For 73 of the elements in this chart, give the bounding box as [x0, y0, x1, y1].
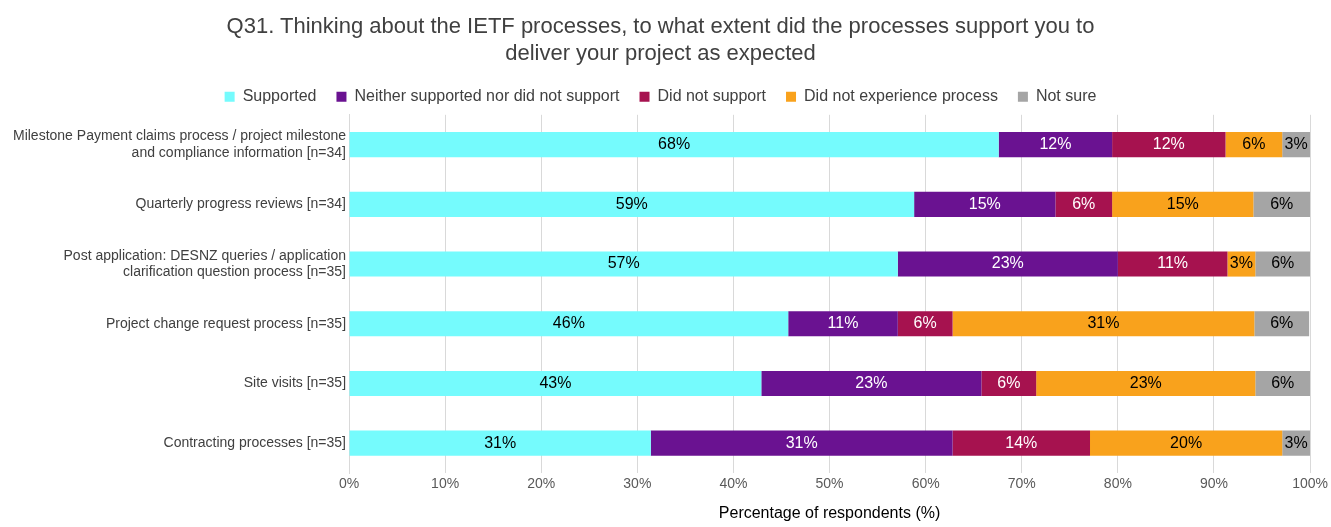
bar: [349, 251, 898, 277]
x-tick-label: 80%: [1103, 475, 1132, 492]
data-label: 46%: [552, 314, 585, 332]
data-label: 31%: [484, 433, 517, 451]
bar: [998, 132, 1113, 158]
data-label: 11%: [1157, 254, 1189, 272]
legend-label: Not sure: [1035, 87, 1097, 105]
bar: [349, 191, 915, 217]
data-label: 43%: [539, 373, 572, 391]
data-label: 31%: [785, 433, 818, 451]
legend-label: Neither supported nor did not support: [354, 87, 621, 105]
bar: [1117, 251, 1228, 277]
data-label: 3%: [1284, 135, 1308, 153]
data-label: 11%: [827, 314, 859, 332]
y-tick-label: Milestone Payment claims process / project milestone and compliance information [n=34]: [12, 127, 347, 160]
data-label: 6%: [997, 373, 1021, 391]
data-label: 23%: [855, 373, 888, 391]
bar: [349, 430, 651, 456]
x-tick-label: 0%: [338, 475, 360, 492]
data-label: 23%: [991, 254, 1024, 272]
x-tick-label: 70%: [1007, 475, 1036, 492]
bar: [349, 370, 762, 396]
data-label: 6%: [1072, 194, 1096, 212]
y-tick-label: Post application: DESNZ queries / application clarification question process [n=35]: [63, 246, 347, 280]
bar: [1112, 191, 1254, 217]
data-label: 6%: [1271, 373, 1295, 391]
bar: [914, 191, 1056, 217]
bar: [897, 251, 1118, 277]
bar: [1036, 370, 1256, 396]
data-label: 31%: [1087, 314, 1120, 332]
bar: [761, 370, 982, 396]
data-label: 15%: [1166, 194, 1199, 212]
bar: [650, 430, 953, 456]
x-tick-label: 50%: [815, 475, 844, 492]
y-tick-label: Site visits [n=35]: [243, 374, 347, 391]
bar: [952, 311, 1255, 337]
data-label: 20%: [1170, 433, 1203, 451]
y-tick-label: Project change request process [n=35]: [105, 314, 347, 331]
data-label: 14%: [1005, 433, 1038, 451]
data-label: 12%: [1039, 135, 1072, 153]
legend-label: Supported: [242, 87, 317, 105]
x-tick-label: 90%: [1199, 475, 1228, 492]
x-tick-label: 20%: [527, 475, 556, 492]
data-label: 6%: [913, 314, 937, 332]
data-label: 59%: [615, 194, 648, 212]
data-label: 23%: [1129, 373, 1162, 391]
x-tick-label: 40%: [719, 475, 748, 492]
data-label: 3%: [1229, 254, 1253, 272]
x-tick-label: 10%: [431, 475, 460, 492]
bar: [349, 132, 999, 158]
data-label: 15%: [968, 194, 1001, 212]
data-label: 68%: [658, 135, 691, 153]
data-label: 6%: [1271, 254, 1295, 272]
x-tick-label: 60%: [911, 475, 940, 492]
data-label: 3%: [1284, 433, 1308, 451]
bar: [788, 311, 898, 337]
data-label: 6%: [1242, 135, 1266, 153]
bar: [349, 311, 789, 337]
x-tick-label: 30%: [623, 475, 652, 492]
x-axis-title: Percentage of respondents (%): [718, 503, 941, 521]
data-label: 57%: [607, 254, 640, 272]
data-label: 6%: [1270, 194, 1294, 212]
data-label: 12%: [1152, 135, 1185, 153]
data-label: 6%: [1270, 314, 1294, 332]
y-tick-label: Quarterly progress reviews [n=34]: [135, 195, 347, 212]
x-tick-label: 100%: [1292, 475, 1328, 492]
y-tick-label: Contracting processes [n=35]: [163, 434, 347, 451]
legend-label: Did not experience process: [804, 87, 998, 105]
chart-title: Q31. Thinking about the IETF processes, to what extent did the processes support you to deliver your project as expected: [226, 13, 1095, 65]
bar: [1112, 132, 1226, 158]
legend-label: Did not support: [657, 87, 767, 105]
bar: [952, 430, 1091, 456]
bar: [1090, 430, 1283, 456]
